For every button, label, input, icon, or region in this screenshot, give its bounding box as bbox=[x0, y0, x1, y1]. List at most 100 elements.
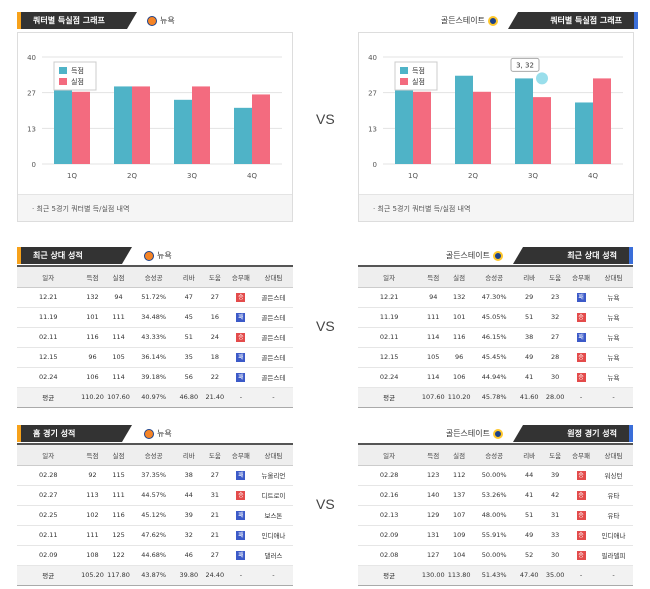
table-cell: 116 bbox=[105, 505, 132, 526]
opponent-cell[interactable]: 뉴욕 bbox=[594, 327, 633, 348]
legend-swatch bbox=[59, 67, 67, 74]
bar-scored bbox=[395, 89, 413, 164]
bar-scored bbox=[174, 99, 192, 164]
result-badge: 패 bbox=[236, 372, 246, 382]
table-cell: 34.48% bbox=[131, 307, 176, 328]
legend-label: 실점 bbox=[71, 77, 84, 86]
table-cell: 02.11 bbox=[17, 327, 80, 348]
y-tick-label: 13 bbox=[368, 125, 377, 133]
team-name: 뉴욕 bbox=[157, 429, 172, 438]
knicks-logo-icon bbox=[147, 15, 157, 26]
result-badge: 패 bbox=[236, 530, 246, 540]
table-cell: 131 bbox=[420, 525, 447, 546]
table-cell: 96 bbox=[446, 347, 473, 368]
column-header: 득점 bbox=[79, 444, 106, 466]
column-header: 도움 bbox=[201, 266, 228, 288]
opponent-cell[interactable]: 뉴욕 bbox=[594, 367, 633, 388]
table-cell: 35 bbox=[175, 347, 202, 368]
column-header: 승성공 bbox=[472, 266, 517, 288]
table-cell: 18 bbox=[201, 347, 228, 368]
table-cell: 45 bbox=[175, 307, 202, 328]
table-cell: 116 bbox=[446, 327, 473, 348]
opponent-cell[interactable]: 인디애나 bbox=[594, 525, 633, 546]
avg-cell: 110.20 bbox=[79, 387, 106, 408]
table-row: 02.24 114 106 44.94% 41 30 승 뉴욕 bbox=[358, 367, 633, 388]
opponent-cell[interactable]: 인디애나 bbox=[253, 525, 293, 546]
opponent-cell[interactable]: 뉴욕 bbox=[594, 307, 633, 328]
result-cell: 패 bbox=[227, 505, 254, 526]
opponent-cell[interactable]: 댈러스 bbox=[253, 545, 293, 566]
avg-cell: 41.60 bbox=[516, 387, 543, 408]
table-cell: 27 bbox=[201, 465, 228, 486]
table-cell: 02.13 bbox=[358, 505, 421, 526]
average-row: 평균 110.20 107.60 40.97% 46.80 21.40- - bbox=[17, 387, 293, 408]
opponent-cell[interactable]: 골든스테 bbox=[253, 367, 293, 388]
result-cell: 패 bbox=[227, 525, 254, 546]
table-cell: 111 bbox=[420, 307, 447, 328]
table-cell: 115 bbox=[105, 465, 132, 486]
recent-left-header: 최근 상대 성적 뉴욕 bbox=[17, 247, 317, 264]
avg-cell: - bbox=[594, 565, 633, 586]
table-row: 02.28 92 115 37.35% 38 27 패 뉴올리언 bbox=[17, 465, 293, 486]
result-badge: 패 bbox=[236, 312, 246, 322]
column-header: 승무패 bbox=[227, 266, 254, 288]
table-row: 11.19 101 111 34.48% 45 16 패 골든스테 bbox=[17, 307, 293, 328]
bar-allowed bbox=[473, 91, 491, 164]
result-badge: 패 bbox=[236, 470, 246, 480]
column-header: 실점 bbox=[105, 266, 132, 288]
table-cell: 47.62% bbox=[131, 525, 176, 546]
bar-allowed bbox=[132, 86, 150, 164]
table-cell: 49 bbox=[516, 347, 543, 368]
opponent-cell[interactable]: 골든스테 bbox=[253, 307, 293, 328]
opponent-cell[interactable]: 유타 bbox=[594, 505, 633, 526]
table-header-row: 일자 득점 실점 승성공 리바 도움 승무패 상대팀 bbox=[358, 266, 633, 288]
column-header: 상대팀 bbox=[253, 266, 293, 288]
opponent-cell[interactable]: 골든스테 bbox=[253, 287, 293, 308]
opponent-cell[interactable]: 워싱턴 bbox=[594, 465, 633, 486]
avg-cell: 28.00 bbox=[542, 387, 569, 408]
left-chart-header: 쿼터별 득실점 그래프 뉴욕 bbox=[17, 12, 317, 29]
opponent-cell[interactable]: 디트로이 bbox=[253, 485, 293, 506]
column-header: 득점 bbox=[420, 266, 447, 288]
away-right-team: 골든스테이트 bbox=[446, 428, 503, 439]
table-header-row: 일자 득점 실점 승성공 리바 도움 승무패 상대팀 bbox=[358, 444, 633, 466]
opponent-cell[interactable]: 골든스테 bbox=[253, 347, 293, 368]
table-cell: 12.15 bbox=[17, 347, 80, 368]
home-left-header: 홈 경기 성적 뉴욕 bbox=[17, 425, 317, 442]
opponent-cell[interactable]: 필라델피 bbox=[594, 545, 633, 566]
opponent-cell[interactable]: 골든스테 bbox=[253, 327, 293, 348]
table-cell: 96 bbox=[79, 347, 106, 368]
table-cell: 48.00% bbox=[472, 505, 517, 526]
table-cell: 37.35% bbox=[131, 465, 176, 486]
table-cell: 02.11 bbox=[358, 327, 421, 348]
table-cell: 02.16 bbox=[358, 485, 421, 506]
vs-label-3: VS bbox=[316, 496, 335, 512]
table-row: 02.28 123 112 50.00% 44 39 승 워싱턴 bbox=[358, 465, 633, 486]
bar-scored bbox=[54, 89, 72, 164]
table-cell: 11.19 bbox=[358, 307, 421, 328]
table-row: 02.11 114 116 46.15% 38 27 패 뉴욕 bbox=[358, 327, 633, 348]
table-cell: 38 bbox=[516, 327, 543, 348]
table-cell: 41 bbox=[516, 485, 543, 506]
table-cell: 122 bbox=[105, 545, 132, 566]
opponent-cell[interactable]: 뉴올리언 bbox=[253, 465, 293, 486]
table-row: 12.21 94 132 47.30% 29 23 패 뉴욕 bbox=[358, 287, 633, 308]
bar-allowed bbox=[192, 86, 210, 164]
column-header: 상대팀 bbox=[594, 444, 633, 466]
table-cell: 31 bbox=[542, 505, 569, 526]
table-cell: 02.27 bbox=[17, 485, 80, 506]
table-cell: 140 bbox=[420, 485, 447, 506]
opponent-cell[interactable]: 유타 bbox=[594, 485, 633, 506]
table-cell: 94 bbox=[420, 287, 447, 308]
table-cell: 28 bbox=[542, 347, 569, 368]
left-chart-team: 뉴욕 bbox=[147, 15, 175, 26]
left-chart-note: · 최근 5경기 쿼터별 득/실점 내역 bbox=[18, 194, 292, 221]
opponent-cell[interactable]: 뉴욕 bbox=[594, 347, 633, 368]
table-cell: 12.21 bbox=[358, 287, 421, 308]
opponent-cell[interactable]: 뉴욕 bbox=[594, 287, 633, 308]
table-cell: 21 bbox=[201, 505, 228, 526]
table-cell: 44 bbox=[175, 485, 202, 506]
opponent-cell[interactable]: 보스톤 bbox=[253, 505, 293, 526]
column-header: 실점 bbox=[446, 444, 473, 466]
avg-cell: 평균 bbox=[17, 387, 80, 408]
